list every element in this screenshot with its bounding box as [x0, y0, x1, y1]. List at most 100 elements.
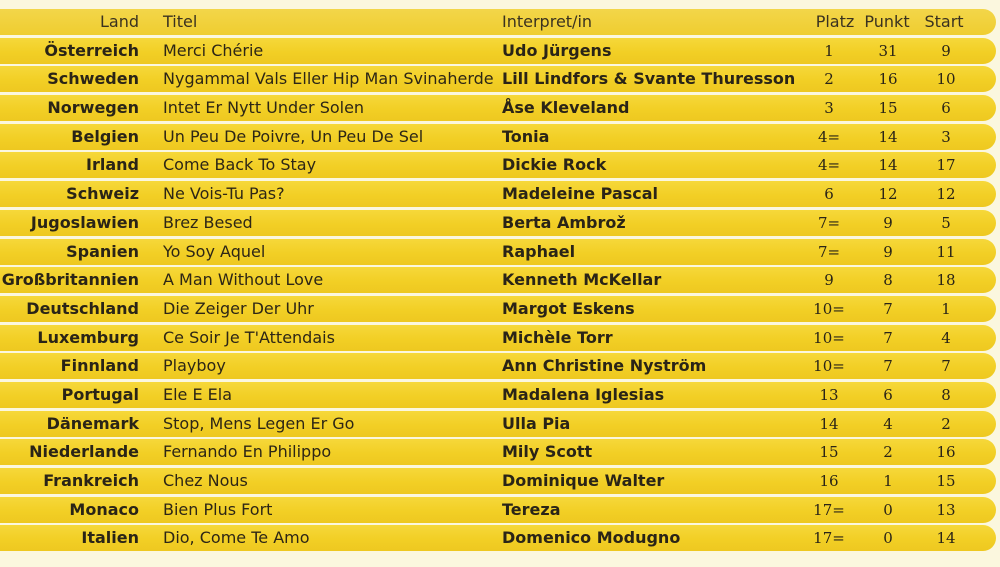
- cell-titel: A Man Without Love: [163, 270, 324, 290]
- cell-punkt: 14: [878, 127, 898, 146]
- cell-start: 7: [941, 357, 951, 376]
- cell-interpret: Dickie Rock: [502, 155, 607, 175]
- cell-land: Schweiz: [66, 184, 139, 204]
- cell-interpret: Åse Kleveland: [502, 98, 630, 118]
- cell-platz: 1: [824, 41, 834, 60]
- cell-land: Jugoslawien: [30, 212, 139, 232]
- cell-start: 1: [941, 299, 951, 318]
- cell-land: Italien: [81, 528, 139, 548]
- cell-punkt: 7: [883, 299, 893, 318]
- cell-land: Dänemark: [46, 413, 139, 433]
- cell-titel: Dio, Come Te Amo: [163, 528, 310, 548]
- cell-titel: Stop, Mens Legen Er Go: [163, 413, 355, 433]
- cell-interpret: Domenico Modugno: [502, 528, 681, 548]
- cell-platz: 15: [819, 443, 839, 462]
- cell-titel: Merci Chérie: [163, 40, 264, 60]
- cell-interpret: Margot Eskens: [502, 298, 635, 318]
- cell-platz: 9: [824, 271, 834, 290]
- cell-punkt: 14: [878, 156, 898, 175]
- cell-titel: Un Peu De Poivre, Un Peu De Sel: [163, 126, 424, 146]
- cell-interpret: Raphael: [502, 241, 576, 261]
- cell-start: 9: [941, 41, 951, 60]
- cell-land: Schweden: [47, 69, 139, 89]
- cell-land: Luxemburg: [37, 327, 139, 347]
- cell-punkt: 12: [878, 185, 898, 204]
- cell-platz: 3: [824, 99, 834, 118]
- table-row: Deutschland Die Zeiger Der Uhr Margot Es…: [0, 295, 996, 322]
- cell-titel: Brez Besed: [163, 212, 253, 232]
- cell-punkt: 4: [883, 414, 893, 433]
- cell-platz: 10=: [813, 357, 845, 376]
- cell-titel: Chez Nous: [163, 471, 248, 490]
- cell-land: Niederlande: [29, 442, 139, 462]
- cell-platz: 17=: [813, 500, 845, 519]
- column-header-start: Start: [924, 12, 964, 31]
- cell-punkt: 1: [883, 472, 893, 490]
- cell-platz: 7=: [817, 242, 841, 261]
- cell-interpret: Kenneth McKellar: [502, 270, 662, 290]
- cell-start: 2: [941, 414, 951, 433]
- cell-land: Deutschland: [26, 298, 139, 318]
- cell-platz: 13: [819, 385, 839, 404]
- table-row: Belgien Un Peu De Poivre, Un Peu De Sel …: [0, 123, 996, 150]
- cell-land: Norwegen: [47, 98, 139, 118]
- cell-punkt: 2: [883, 443, 893, 462]
- cell-titel: Die Zeiger Der Uhr: [163, 298, 314, 318]
- table-row: Großbritannien A Man Without Love Kennet…: [0, 267, 996, 294]
- cell-interpret: Tereza: [502, 499, 561, 519]
- cell-interpret: Mily Scott: [502, 442, 593, 462]
- cell-platz: 4=: [817, 156, 841, 175]
- table-row: Frankreich Chez Nous Dominique Walter 16…: [0, 468, 996, 494]
- cell-titel: Come Back To Stay: [163, 155, 317, 175]
- table-row: Niederlande Fernando En Philippo Mily Sc…: [0, 439, 996, 466]
- column-header-platz: Platz: [815, 12, 855, 31]
- cell-land: Portugal: [61, 384, 139, 404]
- cell-interpret: Madeleine Pascal: [502, 184, 659, 204]
- cell-start: 17: [936, 156, 956, 175]
- cell-start: 15: [936, 472, 956, 490]
- cell-punkt: 9: [883, 242, 893, 261]
- cell-interpret: Dominique Walter: [502, 471, 665, 490]
- table-row: Monaco Bien Plus Fort Tereza 17= 0 13: [0, 496, 996, 523]
- cell-punkt: 8: [883, 271, 893, 290]
- cell-land: Monaco: [69, 499, 139, 519]
- column-header-interpret: Interpret/in: [502, 12, 593, 31]
- cell-titel: Bien Plus Fort: [163, 499, 273, 519]
- cell-punkt: 7: [883, 357, 893, 376]
- cell-start: 13: [936, 500, 956, 519]
- table-row: Luxemburg Ce Soir Je T'Attendais Michèle…: [0, 324, 996, 351]
- cell-interpret: Michèle Torr: [502, 327, 613, 347]
- table-row: Norwegen Intet Er Nytt Under Solen Åse K…: [0, 95, 996, 122]
- cell-punkt: 0: [883, 529, 893, 548]
- cell-interpret: Berta Ambrož: [502, 212, 626, 232]
- cell-start: 5: [941, 213, 951, 232]
- table-row: Schweiz Ne Vois-Tu Pas? Madeleine Pascal…: [0, 181, 996, 208]
- column-header-punkt: Punkt: [864, 12, 910, 31]
- table-row: Jugoslawien Brez Besed Berta Ambrož 7= 9…: [0, 209, 996, 236]
- cell-platz: 10=: [813, 299, 845, 318]
- cell-titel: Nygammal Vals Eller Hip Man Svinaherde: [163, 69, 494, 89]
- cell-titel: Playboy: [163, 356, 226, 376]
- cell-punkt: 7: [883, 328, 893, 347]
- cell-punkt: 9: [883, 213, 893, 232]
- cell-land: Belgien: [71, 126, 139, 146]
- table-row: Dänemark Stop, Mens Legen Er Go Ulla Pia…: [0, 410, 996, 437]
- cell-titel: Ce Soir Je T'Attendais: [163, 327, 335, 347]
- cell-platz: 2: [824, 70, 834, 89]
- table-header-row: Land Titel Interpret/in Platz Punkt Star…: [0, 9, 996, 35]
- cell-punkt: 0: [883, 500, 893, 519]
- table-row: Spanien Yo Soy Aquel Raphael 7= 9 11: [0, 238, 996, 265]
- cell-platz: 7=: [817, 213, 841, 232]
- cell-titel: Ele E Ela: [163, 384, 233, 404]
- cell-interpret: Lill Lindfors & Svante Thuresson: [502, 69, 796, 89]
- cell-start: 12: [936, 185, 956, 204]
- cell-titel: Fernando En Philippo: [163, 442, 332, 462]
- cell-titel: Intet Er Nytt Under Solen: [163, 98, 365, 118]
- cell-platz: 4=: [817, 127, 841, 146]
- cell-punkt: 15: [878, 99, 898, 118]
- table-row: Finnland Playboy Ann Christine Nyström 1…: [0, 353, 996, 380]
- column-header-land: Land: [99, 12, 139, 31]
- cell-platz: 17=: [813, 529, 845, 548]
- cell-start: 11: [936, 242, 956, 261]
- cell-start: 18: [936, 271, 956, 290]
